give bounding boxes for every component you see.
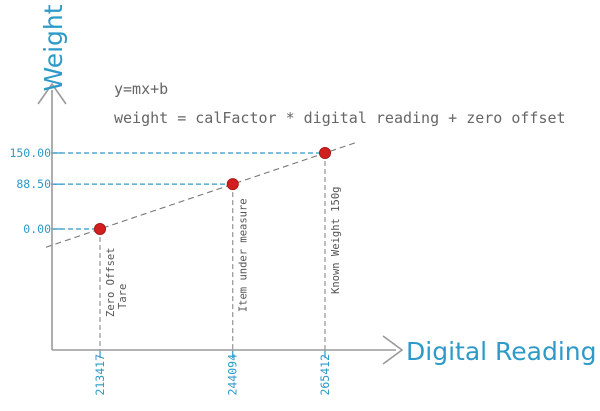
point-notes: Zero Offset Tare Item under measure Known W… — [105, 187, 342, 317]
y-tick-labels: 0.00 88.50 150.00 — [9, 146, 51, 236]
data-point — [318, 146, 331, 159]
x-tick-label: 213417 — [93, 354, 107, 396]
data-points — [94, 146, 331, 235]
x-tick-labels: 213417 244094 265412 — [93, 354, 332, 396]
point-note-line: Item under measure — [238, 198, 250, 312]
fit-line — [45, 141, 358, 248]
point-note-line: Known Weight 150g — [330, 187, 342, 294]
equation-general: y=mx+b — [114, 80, 168, 98]
data-point — [226, 178, 239, 191]
x-tick-label: 265412 — [318, 354, 332, 396]
y-axis-arrowhead — [37, 82, 67, 105]
data-point — [94, 222, 107, 235]
y-tick-label: 150.00 — [9, 146, 51, 160]
y-tick-label: 88.50 — [16, 177, 51, 191]
axes — [37, 82, 404, 365]
y-axis-title: Weight — [39, 4, 68, 91]
point-note-line: Tare — [117, 284, 129, 309]
x-axis-arrowhead — [382, 335, 404, 365]
point-note-line: Zero Offset — [105, 247, 117, 317]
guide-lines — [51, 152, 326, 358]
y-tick-label: 0.00 — [23, 222, 51, 236]
equation-specific: weight = calFactor * digital reading + z… — [114, 109, 566, 127]
x-tick-label: 244094 — [226, 354, 240, 396]
x-axis-title: Digital Reading — [406, 337, 597, 366]
